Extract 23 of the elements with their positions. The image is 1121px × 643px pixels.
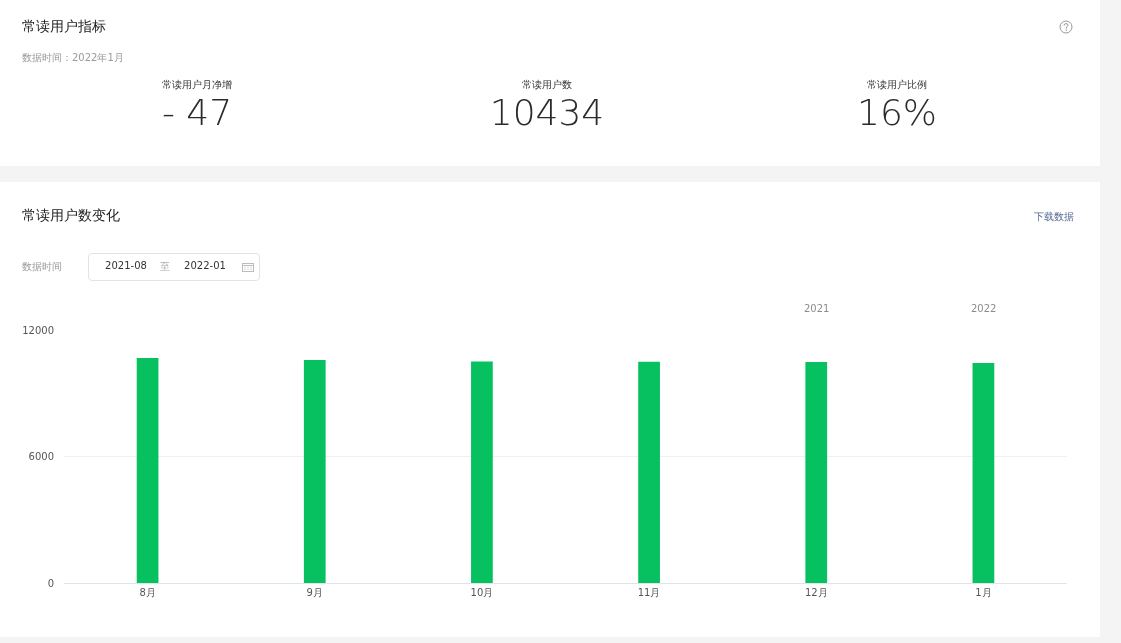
x-tick-label: 11月 bbox=[637, 587, 661, 598]
y-tick-label: 6000 bbox=[28, 451, 54, 462]
text: 16% bbox=[856, 91, 938, 135]
text: 常读用户月净增 bbox=[161, 78, 233, 92]
x-tick-label: 10月 bbox=[470, 587, 494, 598]
x-tick-label: 9月 bbox=[306, 587, 323, 598]
chart-title: 常读用户数变化 bbox=[22, 207, 120, 225]
text: 2021 bbox=[804, 303, 830, 314]
text: 数据时间 bbox=[22, 260, 62, 274]
text: - 47 bbox=[160, 91, 234, 135]
x-tick-label: 12月 bbox=[804, 587, 828, 598]
text: 常读用户数 bbox=[521, 78, 573, 92]
x-tick-label: 1月 bbox=[975, 587, 992, 598]
text: 10434 bbox=[488, 91, 606, 135]
text: 2022 bbox=[971, 303, 997, 314]
text: 下载数据 bbox=[1034, 210, 1074, 224]
text: 常读用户指标 bbox=[22, 18, 106, 36]
y-tick-label: 0 bbox=[47, 577, 54, 589]
y-tick-label: 12000 bbox=[22, 324, 54, 336]
x-tick-label: 8月 bbox=[139, 587, 156, 598]
date-range-field: 2021-08 至 2022-01 bbox=[88, 253, 260, 281]
text: 常读用户比例 bbox=[866, 78, 928, 92]
text: 数据时间：2022年1月 bbox=[22, 51, 124, 65]
